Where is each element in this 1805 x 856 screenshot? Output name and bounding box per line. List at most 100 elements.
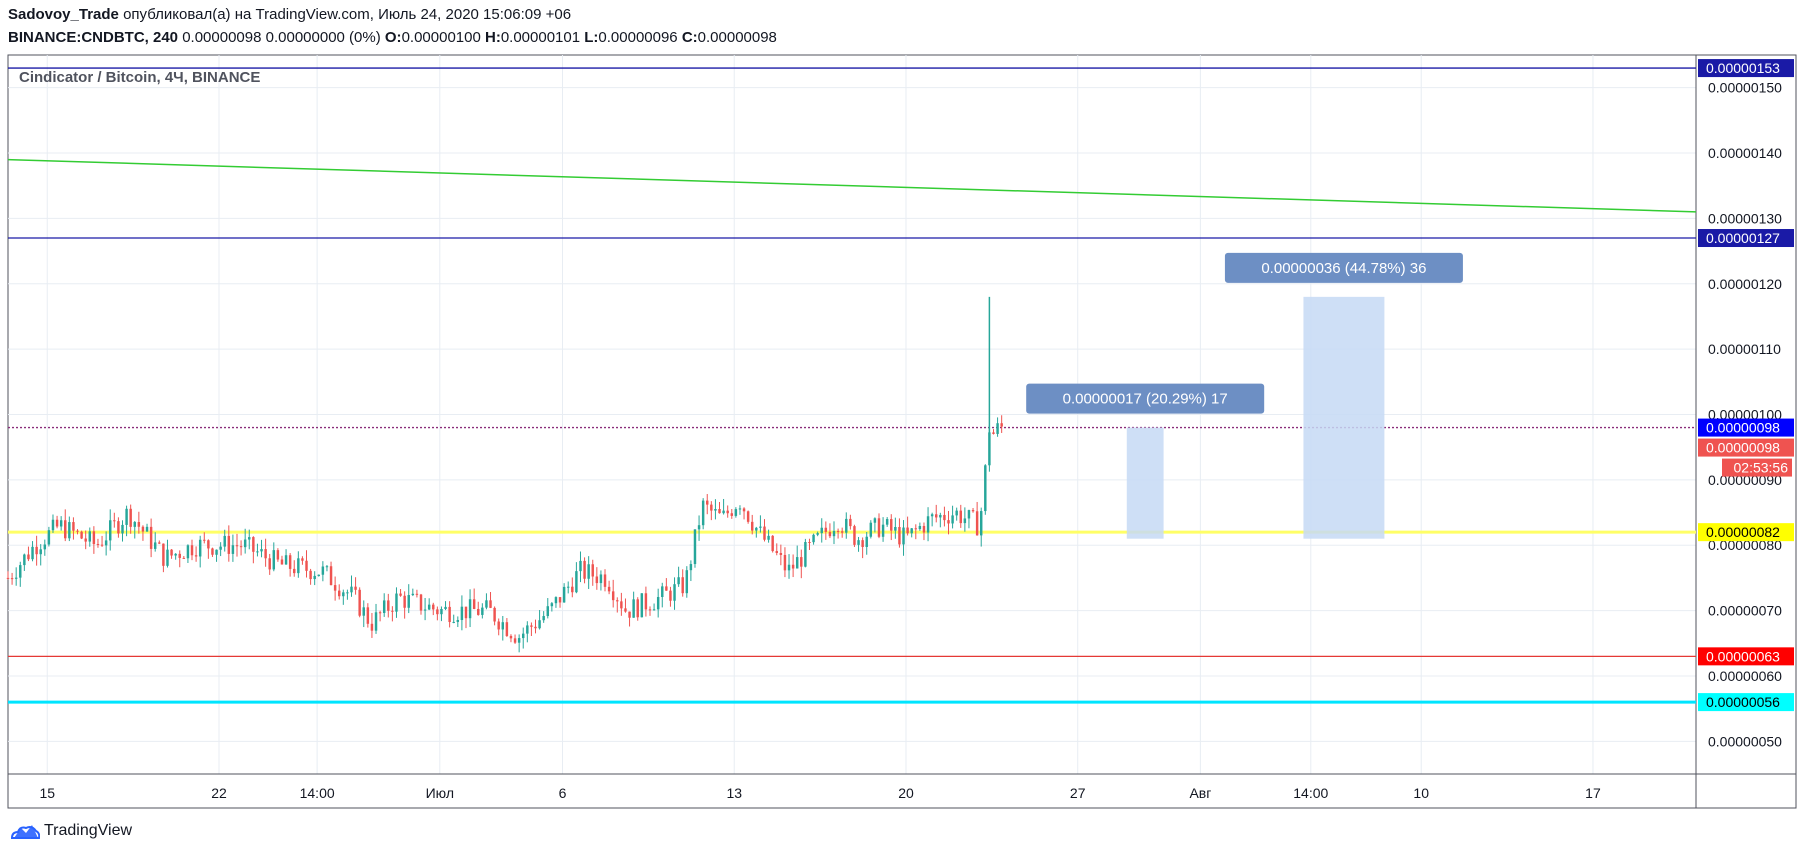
candle-body	[824, 527, 828, 532]
candle-body	[133, 522, 136, 527]
candle-body	[227, 535, 231, 554]
candle-body	[14, 577, 18, 579]
countdown-tag-text: 02:53:56	[1734, 460, 1789, 476]
symbol-info: BINANCE:CNDBTC, 240 0.00000098 0.0000000…	[8, 29, 777, 46]
candle-body	[575, 571, 578, 593]
candle-body	[677, 577, 680, 585]
candle-body	[366, 607, 370, 624]
candle-body	[726, 510, 729, 514]
tradingview-brand[interactable]: TradingView	[10, 822, 132, 840]
tradingview-cloud-icon	[10, 825, 40, 839]
candle-body	[293, 568, 296, 574]
last-value: 0.00000098	[182, 29, 262, 46]
candle-body	[395, 593, 398, 612]
last-price-tag	[1698, 438, 1794, 457]
candle-body	[6, 577, 10, 579]
last-price-tag-text: 0.00000098	[1706, 440, 1780, 456]
candle-body	[35, 546, 38, 555]
candle-body	[734, 509, 738, 516]
candle-body	[215, 549, 218, 555]
change-value: 0.00000000 (0%)	[265, 29, 381, 46]
candle-body	[88, 531, 92, 542]
time-tick-label: 20	[898, 785, 914, 801]
candle-body	[346, 592, 349, 594]
published-text: опубликовал(а) на TradingView.com, Июль …	[123, 6, 572, 23]
open-value: 0.00000100	[401, 29, 481, 46]
candle-body	[558, 597, 562, 603]
close-label: C:	[681, 29, 698, 46]
candle-body	[92, 531, 96, 545]
candle-body	[746, 511, 750, 522]
candle-body	[47, 530, 51, 545]
low-value: 0.00000096	[598, 29, 678, 46]
candle-body	[211, 548, 214, 555]
brand-name: TradingView	[44, 822, 133, 839]
candle-body	[419, 594, 423, 611]
price-tick-label: 0.00000130	[1708, 210, 1782, 226]
candle-body	[947, 520, 950, 524]
green-trendline[interactable]	[7, 158, 1697, 213]
candle-body	[979, 511, 983, 536]
price-range-box[interactable]	[1126, 427, 1164, 539]
candle-body	[178, 553, 181, 558]
candle-body	[444, 606, 447, 610]
candle-body	[231, 545, 235, 554]
time-tick-label: Авг	[1189, 785, 1211, 801]
candle-body	[890, 519, 893, 531]
candle-body	[808, 542, 811, 544]
candle-body	[219, 546, 222, 550]
candle-body	[264, 549, 267, 559]
author-name[interactable]: Sadovoy_Trade	[8, 6, 119, 23]
time-tick-label: 17	[1585, 785, 1601, 801]
candle-body	[849, 518, 852, 527]
candle-body	[358, 589, 361, 616]
candle-body	[845, 518, 848, 533]
candle-body	[587, 564, 590, 579]
candle-body	[141, 526, 145, 532]
time-tick-label: 22	[211, 785, 227, 801]
candle-body	[898, 526, 901, 545]
chart-title: Cindicator / Bitcoin, 4Ч, BINANCE	[19, 69, 260, 86]
candle-body	[579, 560, 582, 572]
time-tick-label: 27	[1070, 785, 1086, 801]
candle-body	[992, 432, 995, 434]
candle-body	[926, 516, 930, 533]
candle-body	[959, 510, 962, 524]
candle-body	[603, 574, 607, 587]
time-tick-label: 13	[726, 785, 742, 801]
candle-body	[828, 531, 832, 537]
candle-body	[321, 566, 325, 575]
candle-body	[636, 599, 639, 618]
candle-body	[935, 514, 938, 518]
candle-body	[800, 557, 803, 567]
candle-body	[80, 531, 83, 539]
candle-body	[996, 423, 999, 434]
candle-body	[235, 545, 239, 547]
candle-body	[198, 539, 202, 557]
candle-body	[27, 554, 30, 560]
candle-body	[186, 545, 190, 559]
candle-body	[297, 558, 300, 574]
candle-body	[554, 597, 558, 604]
candle-body	[509, 635, 513, 639]
candle-body	[971, 510, 975, 512]
candle-body	[542, 616, 545, 621]
candle-body	[333, 585, 337, 591]
candle-body	[975, 511, 979, 536]
level-price-tag-text: 0.00000127	[1706, 230, 1780, 246]
candle-body	[795, 557, 799, 569]
price-range-box[interactable]	[1303, 296, 1385, 539]
candle-body	[489, 600, 492, 608]
candle-body	[812, 534, 815, 543]
price-tick-label: 0.00000110	[1708, 341, 1781, 357]
candle-body	[566, 586, 570, 588]
candle-body	[710, 504, 713, 511]
candle-body	[607, 586, 611, 592]
price-tick-label: 0.00000120	[1708, 276, 1782, 292]
price-tick-label: 0.00000080	[1708, 537, 1782, 553]
candle-body	[256, 551, 259, 553]
candle-body	[832, 530, 836, 537]
candle-body	[894, 526, 897, 531]
candle-body	[611, 591, 615, 601]
